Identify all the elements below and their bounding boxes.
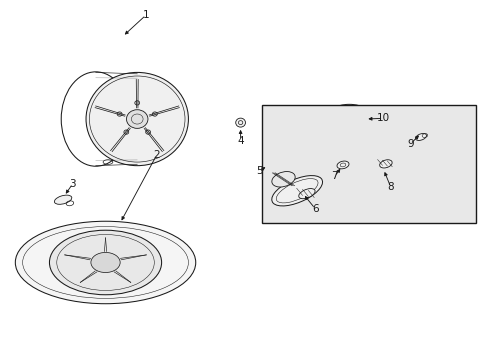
Text: 9: 9 bbox=[406, 139, 413, 149]
Ellipse shape bbox=[86, 72, 188, 166]
Ellipse shape bbox=[126, 110, 148, 129]
Ellipse shape bbox=[359, 118, 364, 120]
Ellipse shape bbox=[415, 134, 426, 140]
Ellipse shape bbox=[57, 234, 154, 291]
Text: 5: 5 bbox=[255, 166, 262, 176]
Ellipse shape bbox=[271, 172, 295, 187]
Ellipse shape bbox=[343, 116, 354, 123]
Ellipse shape bbox=[350, 111, 355, 113]
Ellipse shape bbox=[298, 189, 314, 199]
Ellipse shape bbox=[123, 130, 128, 134]
Ellipse shape bbox=[331, 109, 366, 130]
Text: 10: 10 bbox=[376, 113, 389, 123]
Text: 2: 2 bbox=[153, 150, 160, 160]
Ellipse shape bbox=[117, 112, 122, 116]
Ellipse shape bbox=[336, 122, 341, 125]
Bar bbox=[261, 105, 475, 223]
Text: 7: 7 bbox=[331, 171, 337, 181]
Ellipse shape bbox=[336, 161, 348, 169]
Ellipse shape bbox=[54, 195, 72, 204]
Ellipse shape bbox=[145, 130, 150, 134]
Ellipse shape bbox=[49, 230, 161, 295]
Text: 1: 1 bbox=[142, 10, 149, 20]
Ellipse shape bbox=[22, 226, 188, 298]
Ellipse shape bbox=[325, 104, 373, 134]
Text: 3: 3 bbox=[69, 179, 76, 189]
Ellipse shape bbox=[235, 118, 245, 127]
Text: 4: 4 bbox=[237, 136, 244, 145]
Ellipse shape bbox=[350, 125, 355, 127]
Text: 6: 6 bbox=[311, 204, 318, 214]
Ellipse shape bbox=[271, 176, 322, 206]
Ellipse shape bbox=[379, 160, 391, 168]
Ellipse shape bbox=[135, 101, 140, 105]
Ellipse shape bbox=[91, 252, 120, 273]
Text: 8: 8 bbox=[386, 182, 393, 192]
Ellipse shape bbox=[15, 221, 195, 304]
Ellipse shape bbox=[152, 112, 157, 116]
Ellipse shape bbox=[336, 113, 341, 116]
